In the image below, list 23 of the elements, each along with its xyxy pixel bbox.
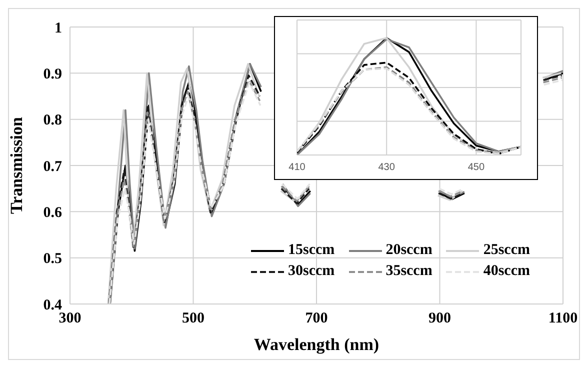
legend-label: 15sccm (288, 242, 335, 259)
x-tick-label: 410 (288, 162, 306, 174)
x-tick-label: 300 (58, 310, 82, 327)
y-tick-label: 0.5 (43, 251, 62, 268)
y-tick-label: 1 (54, 20, 62, 36)
legend-label: 35sccm (386, 263, 432, 280)
legend-label: 20sccm (386, 242, 432, 259)
y-tick-label: 0.7 (43, 158, 62, 175)
x-tick-label: 430 (378, 162, 396, 174)
x-tick-label: 500 (182, 310, 204, 327)
legend-label: 40sccm (483, 263, 530, 280)
x-tick-label: 450 (468, 162, 485, 174)
y-tick-label: 0.9 (43, 66, 62, 82)
y-axis-title: Transmission (7, 116, 26, 214)
legend-label: 30sccm (288, 263, 335, 280)
y-tick-label: 0.6 (43, 204, 62, 221)
x-axis-title: Wavelength (nm) (254, 335, 380, 354)
x-tick-label: 700 (305, 310, 328, 327)
legend-label: 25sccm (483, 242, 530, 259)
y-tick-label: 0.4 (43, 297, 62, 314)
x-tick-label: 900 (428, 310, 451, 327)
y-tick-label: 0.8 (43, 112, 62, 129)
x-tick-label: 1100 (548, 310, 578, 327)
